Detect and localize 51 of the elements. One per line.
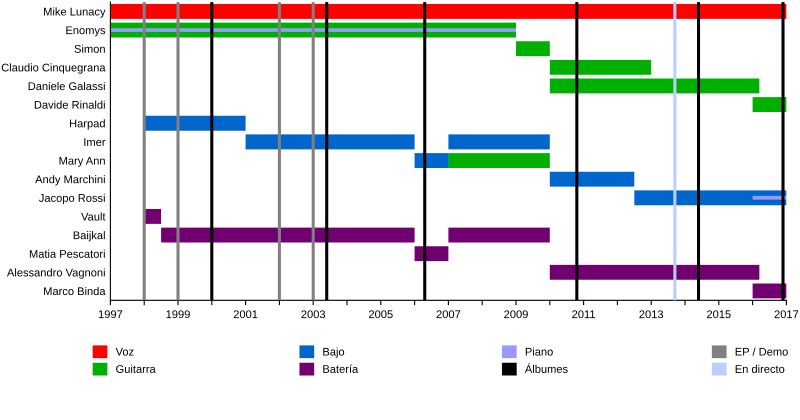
x-tick-label: 1999	[166, 310, 190, 318]
bar	[144, 208, 162, 224]
legend-label: EP / Demo	[736, 347, 788, 356]
bar	[550, 264, 760, 280]
y-tick-label: Vault	[81, 212, 106, 221]
y-tick-label: Marco Binda	[44, 286, 106, 296]
legend-label: Bajo	[323, 347, 344, 358]
y-tick-label: Claudio Cinquegrana	[2, 63, 106, 74]
bar	[246, 134, 415, 150]
legend-label: En directo	[736, 364, 784, 373]
bar	[161, 228, 415, 243]
x-tick-label: 2003	[301, 310, 326, 318]
y-tick-label: Enomys	[66, 26, 106, 36]
bar	[516, 41, 550, 56]
legend-label: Voz	[116, 348, 134, 356]
x-tick-label: 2005	[369, 310, 393, 318]
y-tick-label: Jacopo Rossi	[39, 194, 105, 204]
x-tick-label: 2009	[504, 310, 528, 318]
y-tick-label: Davide Rinaldi	[34, 100, 105, 109]
y-tick-label: Daniele Galassi	[28, 82, 105, 90]
legend-label: Batería	[323, 364, 358, 373]
y-tick-label: Baijkal	[74, 231, 105, 242]
bar	[550, 78, 760, 94]
x-tick-label: 2017	[774, 310, 798, 318]
legend-label: Guitarra	[116, 364, 156, 373]
y-tick-label: Mary Ann	[60, 156, 105, 167]
bar	[448, 228, 550, 243]
y-tick-label: Matia Pescatori	[30, 250, 105, 258]
legend-label: Álbumes	[524, 363, 568, 373]
x-tick-label: 2015	[707, 310, 731, 318]
x-tick-label: 1997	[98, 310, 122, 318]
bar	[448, 153, 550, 168]
bar	[550, 60, 652, 75]
bar	[144, 116, 246, 131]
x-tick-label: 2001	[234, 310, 258, 318]
bar	[752, 97, 786, 112]
y-tick-label: Alessandro Vagnoni	[6, 268, 105, 279]
x-tick-label: 2011	[572, 310, 596, 318]
y-tick-label: Andy Marchini	[35, 175, 105, 186]
y-tick-label: Mike Lunacy	[44, 7, 106, 18]
legend-label: Piano	[526, 347, 553, 356]
bar	[414, 153, 448, 168]
y-tick-label: Simon	[74, 44, 105, 53]
bar	[448, 134, 550, 150]
bar	[110, 28, 516, 32]
bar	[110, 4, 786, 19]
x-tick-label: 2007	[436, 310, 460, 318]
y-tick-label: Imer	[84, 138, 106, 146]
bar	[550, 172, 634, 187]
x-tick-label: 2013	[639, 310, 664, 318]
y-tick-label: Harpad	[70, 119, 105, 130]
